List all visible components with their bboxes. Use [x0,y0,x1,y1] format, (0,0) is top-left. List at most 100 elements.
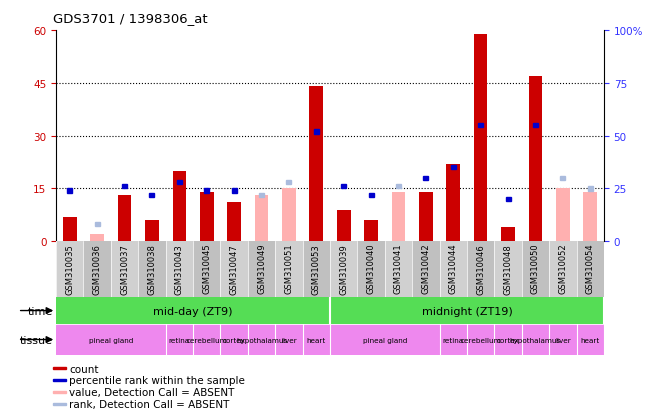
Bar [412,242,440,297]
Bar [275,325,302,354]
Text: value, Detection Call = ABSENT: value, Detection Call = ABSENT [69,387,235,397]
Bar [529,77,543,242]
Bar [286,180,291,185]
Text: GSM310050: GSM310050 [531,243,540,294]
Bar [330,242,358,297]
Bar [172,171,186,242]
Bar [220,242,248,297]
Bar [549,242,577,297]
Bar [419,192,433,242]
Text: midnight (ZT19): midnight (ZT19) [422,306,512,316]
Text: GSM310053: GSM310053 [312,243,321,294]
Bar [56,297,330,324]
Bar [577,242,604,297]
Bar [111,242,138,297]
Bar [501,228,515,242]
Bar [369,193,374,197]
Bar [259,193,264,197]
Bar [138,242,166,297]
Bar [56,242,83,297]
Text: tissue: tissue [20,335,53,345]
Text: GSM310054: GSM310054 [585,243,595,294]
Text: GSM310049: GSM310049 [257,243,266,294]
Text: heart: heart [581,337,600,343]
Bar [122,185,127,189]
Bar [330,297,604,324]
Bar [556,189,570,242]
Text: GSM310040: GSM310040 [366,243,376,294]
Bar [302,325,330,354]
Bar [166,242,193,297]
Bar [200,192,214,242]
Bar [145,221,159,242]
Text: GSM310046: GSM310046 [476,243,485,294]
Text: GSM310041: GSM310041 [394,243,403,294]
Text: GSM310045: GSM310045 [202,243,211,294]
Bar [521,242,549,297]
Bar [282,189,296,242]
Bar [275,242,302,297]
Bar [440,325,467,354]
Bar [330,242,358,297]
Text: count: count [69,364,99,374]
Bar [588,187,593,191]
Bar [302,242,330,297]
Text: GSM310038: GSM310038 [147,243,156,294]
Text: GSM310051: GSM310051 [284,243,294,294]
Text: retina: retina [443,337,464,343]
Bar [358,242,385,297]
Bar [275,242,302,297]
Bar [220,242,248,297]
Bar [385,242,412,297]
Bar [177,180,182,185]
Text: cerebellum: cerebellum [186,337,227,343]
Bar [193,325,220,354]
Bar [56,242,83,297]
Text: cerebellum: cerebellum [460,337,501,343]
Bar [53,403,66,405]
Bar [440,242,467,297]
Bar [255,196,269,242]
Bar [494,242,521,297]
Bar [467,242,494,297]
Bar [341,185,346,189]
Bar [83,242,111,297]
Text: liver: liver [555,337,571,343]
Bar [396,185,401,189]
Text: GSM310047: GSM310047 [230,243,239,294]
Bar [227,203,241,242]
Bar [67,189,72,193]
Text: heart: heart [307,337,326,343]
Bar [467,325,494,354]
Text: GSM310035: GSM310035 [65,243,75,294]
Bar [95,223,100,227]
Bar [53,391,66,393]
Bar [474,34,488,242]
Text: hypothalamus: hypothalamus [510,337,561,343]
Bar [577,242,604,297]
Bar [150,193,154,197]
Bar [220,325,248,354]
Bar [330,325,440,354]
Bar [138,242,166,297]
Bar [337,210,350,242]
Text: time: time [28,306,53,316]
Bar [53,368,66,369]
Text: GSM310037: GSM310037 [120,243,129,294]
Bar [232,189,236,193]
Bar [446,164,460,242]
Bar [166,242,193,297]
Bar [549,242,577,297]
Bar [494,325,521,354]
Text: hypothalamus: hypothalamus [236,337,287,343]
Bar [302,242,330,297]
Bar [494,242,521,297]
Text: retina: retina [169,337,190,343]
Text: GSM310039: GSM310039 [339,243,348,294]
Bar [117,196,131,242]
Text: pineal gland: pineal gland [88,337,133,343]
Text: GSM310042: GSM310042 [421,243,430,294]
Text: mid-day (ZT9): mid-day (ZT9) [153,306,233,316]
Bar [166,325,193,354]
Bar [314,130,319,134]
